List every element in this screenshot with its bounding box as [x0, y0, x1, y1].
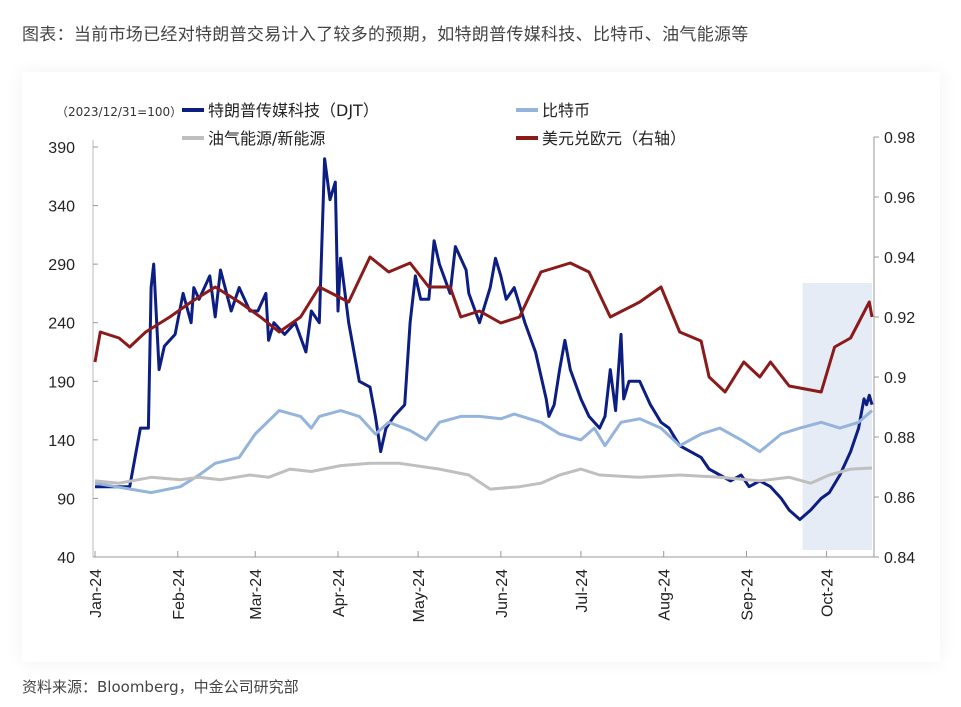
series-line-3 — [93, 255, 874, 394]
chart-title: 图表：当前市场已经对特朗普交易计入了较多的预期，如特朗普传媒科技、比特币、油气能… — [22, 25, 749, 45]
right-tick-label: 0.86 — [884, 490, 915, 507]
right-tick-label: 0.94 — [884, 250, 915, 267]
base-note: （2023/12/31=100） — [56, 105, 182, 119]
left-tick-label: 40 — [57, 550, 75, 567]
x-tick-label: Mar-24 — [248, 569, 265, 620]
x-tick-label: Sep-24 — [739, 569, 756, 621]
x-tick-label: Jun-24 — [494, 569, 511, 618]
left-tick-label: 190 — [48, 374, 75, 391]
source-note: 资料来源：Bloomberg，中金公司研究部 — [22, 678, 299, 696]
x-tick-label: Apr-24 — [331, 569, 348, 617]
legend-label-3: 美元兑欧元（右轴） — [542, 129, 686, 148]
right-tick-label: 0.98 — [884, 130, 915, 147]
legend-label-2: 油气能源/新能源 — [208, 129, 325, 148]
legend-label-0: 特朗普传媒科技（DJT） — [208, 101, 379, 120]
x-tick-label: Oct-24 — [820, 569, 837, 617]
series-line-1 — [94, 409, 873, 495]
left-tick-label: 90 — [57, 491, 75, 508]
right-tick-label: 0.88 — [884, 430, 915, 447]
series-line-2 — [94, 461, 873, 491]
x-tick-label: Jan-24 — [88, 569, 105, 618]
legend-label-1: 比特币 — [542, 101, 590, 120]
chart-card — [22, 72, 940, 662]
left-tick-label: 340 — [48, 199, 75, 216]
right-tick-label: 0.84 — [884, 550, 915, 567]
left-tick-label: 290 — [48, 257, 75, 274]
x-tick-label: Aug-24 — [657, 569, 674, 621]
left-tick-label: 240 — [48, 316, 75, 333]
right-tick-label: 0.92 — [884, 310, 915, 327]
right-tick-label: 0.9 — [884, 370, 906, 387]
left-tick-label: 390 — [48, 140, 75, 157]
left-tick-label: 140 — [48, 433, 75, 450]
x-tick-label: Feb-24 — [171, 569, 188, 620]
x-tick-label: May-24 — [411, 569, 428, 622]
x-tick-label: Jul-24 — [574, 569, 591, 613]
right-tick-label: 0.96 — [884, 190, 915, 207]
